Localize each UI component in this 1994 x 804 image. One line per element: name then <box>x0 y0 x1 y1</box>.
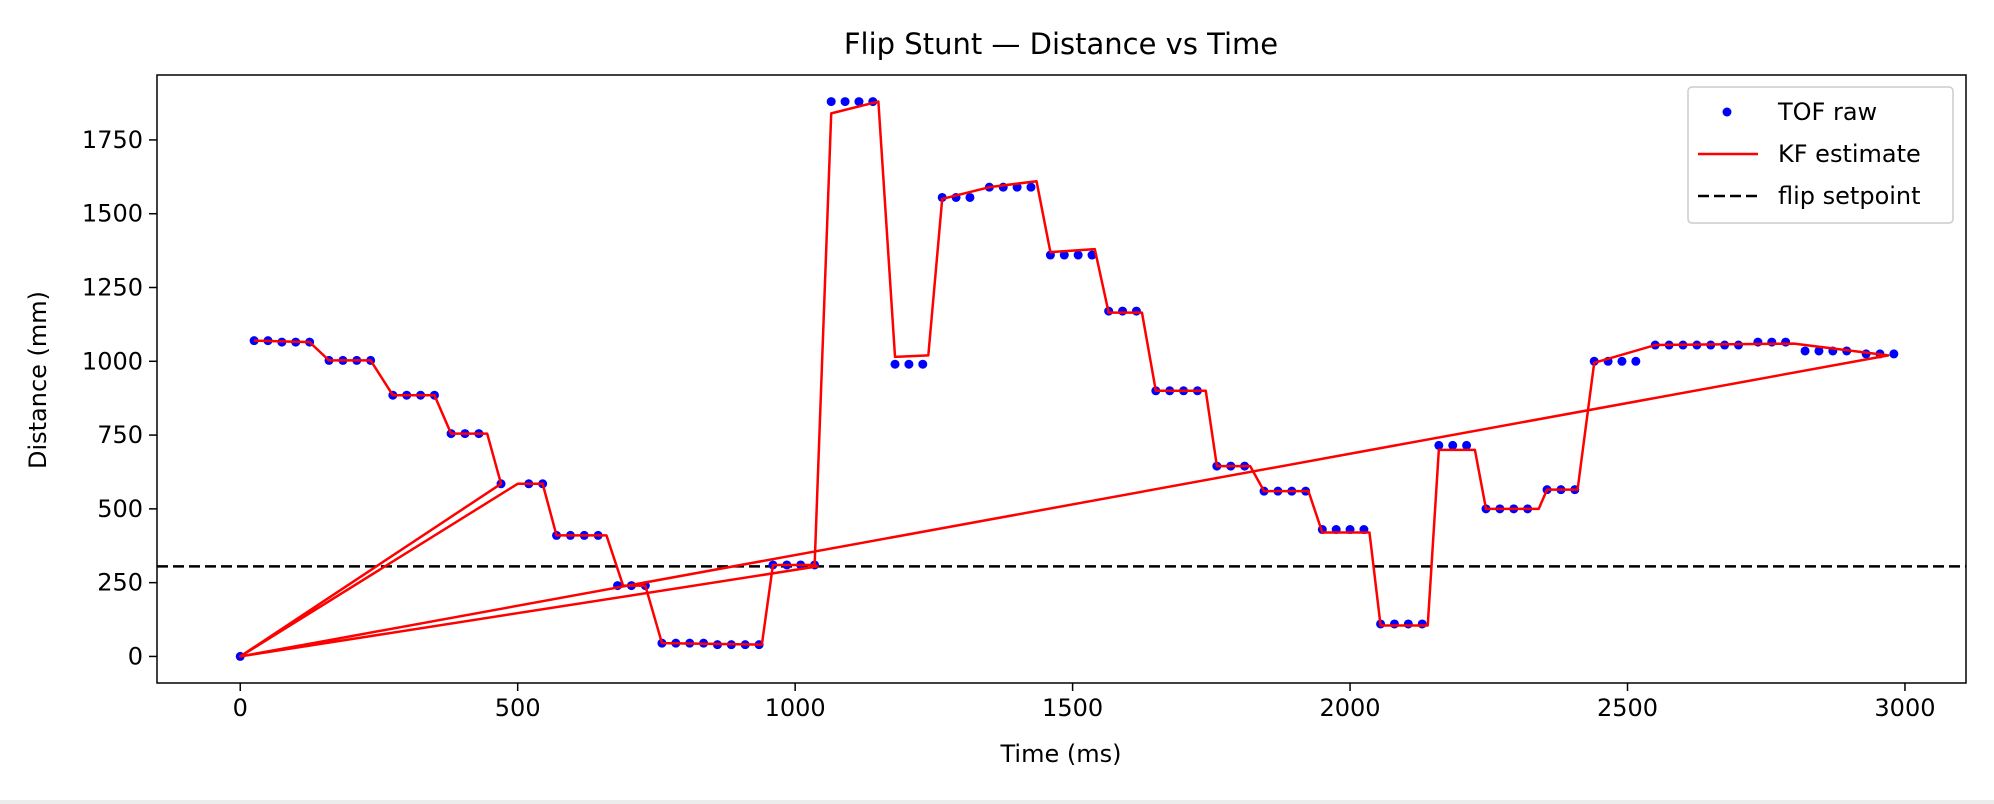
tof-raw-point <box>904 359 914 369</box>
y-tick-label: 1250 <box>82 274 143 302</box>
tof-raw-point <box>1589 356 1599 366</box>
legend: TOF raw KF estimate flip setpoint <box>1687 86 1954 224</box>
chart-title: Flip Stunt — Distance vs Time <box>844 27 1278 61</box>
y-tick-label: 1000 <box>82 347 143 375</box>
tof-raw-point <box>1131 306 1141 316</box>
tof-raw-point <box>1059 250 1069 260</box>
kf-estimate-line <box>238 100 1890 658</box>
y-tick-label: 250 <box>97 569 143 597</box>
plot-frame <box>156 74 1967 684</box>
tof-raw-point <box>890 359 900 369</box>
tof-raw-point <box>1767 337 1777 347</box>
tof-raw-point <box>854 97 864 107</box>
x-tick-label: 1500 <box>1042 694 1103 722</box>
tof-raw-point <box>249 336 259 346</box>
tof-raw-point <box>965 192 975 202</box>
axes-layer: 0 500 1000 1500 2000 2500 3000 0 250 500 750 1000 12… <box>82 74 1967 722</box>
tof-raw-point <box>1434 440 1444 450</box>
x-tick-label: 3000 <box>1874 694 1935 722</box>
y-tick-label: 1750 <box>82 126 143 154</box>
y-tick-label: 500 <box>97 495 143 523</box>
x-tick-label: 2000 <box>1320 694 1381 722</box>
tof-raw-point <box>1073 250 1083 260</box>
x-tick-label: 2500 <box>1597 694 1658 722</box>
plot-layer <box>157 97 1966 661</box>
legend-label-flip-setpoint: flip setpoint <box>1778 182 1921 210</box>
footer-strip <box>0 800 1994 804</box>
tof-raw-point <box>1087 250 1097 260</box>
tof-raw-point <box>1389 619 1399 629</box>
y-tick-label: 1500 <box>82 200 143 228</box>
tof-raw-point <box>1118 306 1128 316</box>
x-axis-label: Time (ms) <box>1000 740 1122 768</box>
tof-raw-point <box>1403 619 1413 629</box>
tof-raw-point <box>1631 356 1641 366</box>
tof-raw-point <box>1753 337 1763 347</box>
legend-label-tof-raw: TOF raw <box>1777 98 1877 126</box>
x-tick-label: 500 <box>495 694 541 722</box>
tof-raw-point <box>1800 346 1810 356</box>
legend-box <box>1687 86 1954 224</box>
tof-raw-point <box>826 97 836 107</box>
y-axis-label: Distance (mm) <box>24 291 52 469</box>
legend-label-kf-estimate: KF estimate <box>1778 140 1921 168</box>
tof-raw-point <box>1417 619 1427 629</box>
tof-raw-point <box>1889 349 1899 359</box>
tof-raw-point <box>1462 440 1472 450</box>
tof-raw-point <box>1448 440 1458 450</box>
legend-marker-tof-raw <box>1722 107 1732 117</box>
tof-raw-point <box>1814 346 1824 356</box>
y-tick-label: 750 <box>97 421 143 449</box>
tof-raw-point <box>1026 182 1036 192</box>
tof-raw-point <box>918 359 928 369</box>
y-tick-label: 0 <box>128 642 143 670</box>
tof-raw-point <box>1781 337 1791 347</box>
tof-raw-point <box>937 192 947 202</box>
tof-raw-point <box>1617 356 1627 366</box>
x-tick-label: 0 <box>233 694 248 722</box>
x-tick-label: 1000 <box>765 694 826 722</box>
tof-raw-point <box>840 97 850 107</box>
